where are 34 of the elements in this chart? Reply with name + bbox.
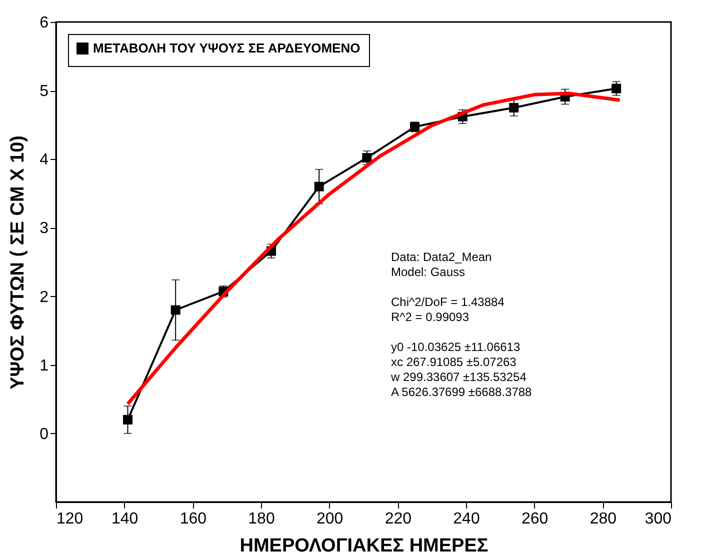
- annotation: xc 267.91085 ±5.07263: [391, 355, 517, 369]
- y-tick-label: 4: [40, 152, 49, 169]
- y-tick-label: 0: [40, 426, 49, 443]
- x-tick-label: 180: [248, 510, 275, 528]
- y-tick-label: 6: [40, 14, 49, 32]
- annotation: Data: Data2_Mean: [391, 250, 492, 264]
- x-tick-label: 260: [521, 510, 548, 528]
- x-tick-label: 140: [111, 510, 138, 528]
- x-tick-label: 300: [644, 510, 672, 528]
- y-tick-label: 5: [40, 83, 49, 100]
- x-tick-label: 240: [453, 510, 480, 528]
- annotation: Model: Gauss: [391, 265, 466, 279]
- point: [362, 153, 372, 163]
- annotation: y0 -10.03625 ±11.06613: [391, 340, 520, 354]
- point: [314, 182, 324, 192]
- y-tick-label: 1: [40, 357, 49, 374]
- x-tick-label: 200: [316, 510, 344, 528]
- point: [123, 414, 132, 424]
- legend-label: ΜΕΤΑΒΟΛΗ ΤΟΥ ΥΨΟΥΣ ΣΕ ΑΡΔΕΥΟΜΕΝΟ: [93, 40, 360, 56]
- x-tick-label: 220: [384, 510, 412, 528]
- annotation: w 299.33607 ±135.53254: [390, 370, 527, 384]
- y-axis-title: ΥΨΟΣ ΦΥΤΩΝ ( ΣΕ CM X 10): [8, 136, 29, 390]
- x-tick-label: 120: [56, 510, 84, 528]
- annotation: A 5626.37699 ±6688.3788: [391, 385, 532, 399]
- point: [612, 84, 622, 94]
- point: [170, 305, 180, 315]
- x-tick-label: 280: [590, 510, 617, 528]
- annotation: R^2 = 0.99093: [391, 310, 470, 324]
- x-axis-title: ΗΜΕΡΟΛΟΓΙΑΚΕΣ ΗΜΕΡΕΣ: [240, 536, 488, 556]
- y-tick-label: 2: [40, 288, 49, 306]
- point: [509, 102, 519, 112]
- y-tick-label: 3: [40, 220, 49, 238]
- x-tick-label: 160: [180, 510, 207, 528]
- annotation: Chi^2/DoF = 1.43884: [391, 295, 505, 309]
